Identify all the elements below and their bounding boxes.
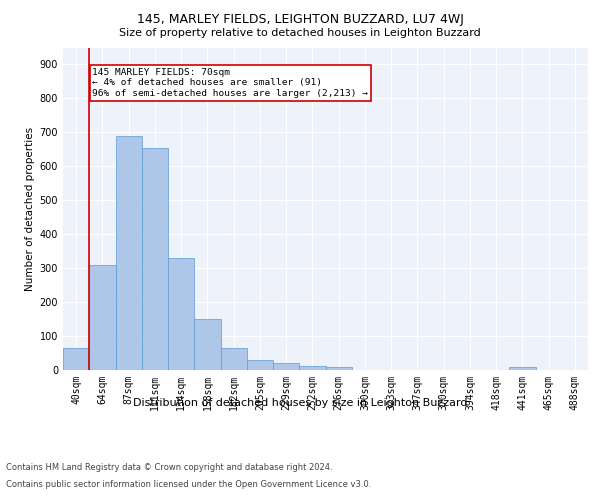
Bar bbox=[509, 368, 536, 370]
Text: Contains HM Land Registry data © Crown copyright and database right 2024.: Contains HM Land Registry data © Crown c… bbox=[6, 464, 332, 472]
Y-axis label: Number of detached properties: Number of detached properties bbox=[25, 126, 35, 291]
Bar bbox=[325, 368, 352, 370]
Text: Distribution of detached houses by size in Leighton Buzzard: Distribution of detached houses by size … bbox=[133, 398, 467, 407]
Bar bbox=[168, 258, 194, 370]
Bar bbox=[63, 348, 89, 370]
Text: 145 MARLEY FIELDS: 70sqm
← 4% of detached houses are smaller (91)
96% of semi-de: 145 MARLEY FIELDS: 70sqm ← 4% of detache… bbox=[92, 68, 368, 98]
Bar bbox=[299, 366, 325, 370]
Bar bbox=[89, 265, 115, 370]
Text: 145, MARLEY FIELDS, LEIGHTON BUZZARD, LU7 4WJ: 145, MARLEY FIELDS, LEIGHTON BUZZARD, LU… bbox=[137, 12, 463, 26]
Bar bbox=[221, 348, 247, 370]
Bar bbox=[273, 363, 299, 370]
Text: Contains public sector information licensed under the Open Government Licence v3: Contains public sector information licen… bbox=[6, 480, 371, 489]
Bar bbox=[142, 148, 168, 370]
Bar bbox=[115, 136, 142, 370]
Bar bbox=[247, 360, 273, 370]
Bar bbox=[194, 319, 221, 370]
Text: Size of property relative to detached houses in Leighton Buzzard: Size of property relative to detached ho… bbox=[119, 28, 481, 38]
